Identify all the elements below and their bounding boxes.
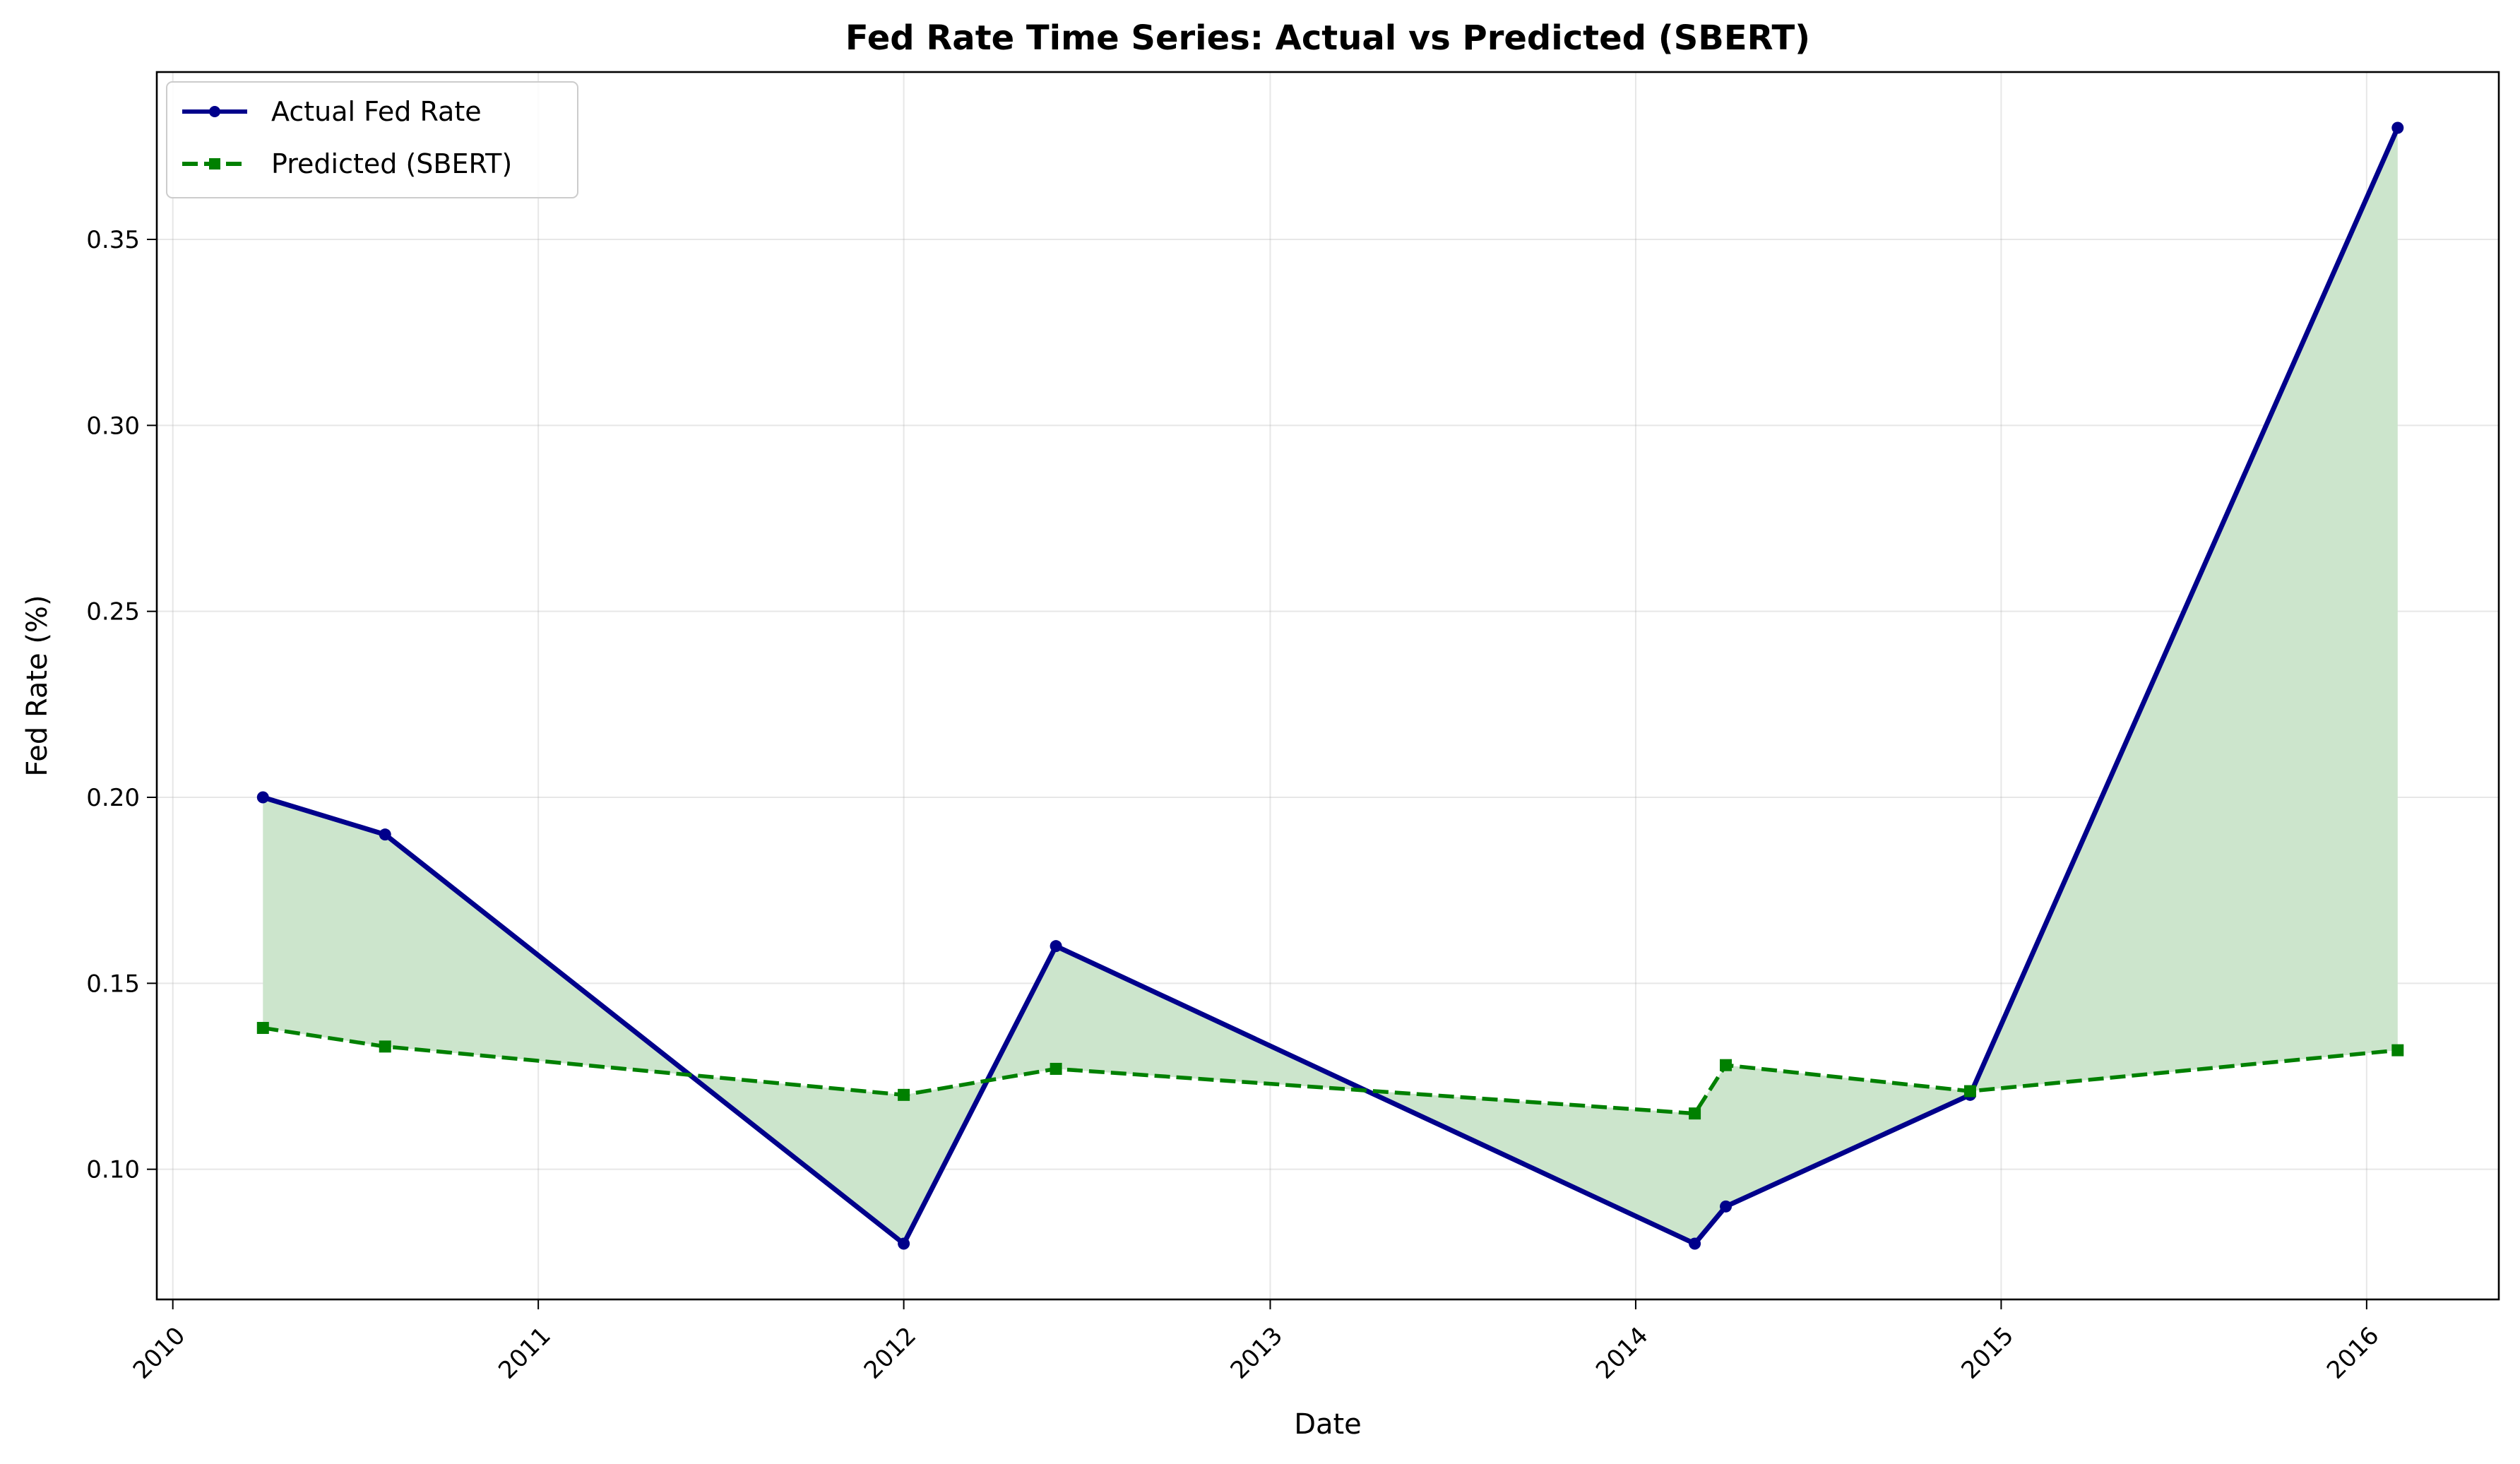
y-axis-label: Fed Rate (%) [21,595,54,776]
y-tick-label: 0.20 [86,784,140,812]
data-point-actual [1689,1237,1701,1250]
data-point-actual [1050,940,1062,953]
data-point-predicted [379,1040,391,1053]
series-line-actual [262,126,2401,1246]
data-point-actual [2391,121,2404,134]
y-tick-label: 0.10 [86,1156,140,1184]
x-axis-label: Date [1294,1408,1362,1441]
chart-title: Fed Rate Time Series: Actual vs Predicte… [845,18,1810,58]
data-point-predicted [1963,1085,1976,1097]
data-point-actual [898,1237,910,1250]
data-point-predicted [256,1022,269,1035]
data-point-actual [256,791,269,804]
legend-marker-predicted [209,158,220,169]
data-point-predicted [898,1088,910,1101]
data-point-predicted [1689,1107,1701,1120]
data-point-predicted [2391,1044,2404,1057]
y-axis: 0.10 0.15 0.20 0.25 0.30 0.35 [86,226,157,1184]
legend-marker-actual [209,106,220,117]
data-point-actual [379,828,391,841]
legend-label-actual: Actual Fed Rate [271,96,482,127]
legend-box [166,81,578,198]
series-line-predicted [262,1025,2399,1116]
data-point-predicted [1050,1062,1062,1075]
plot-frame [155,71,2500,1301]
y-tick-label: 0.30 [86,412,140,440]
data-point-predicted [1720,1059,1732,1071]
series-layer [256,121,2404,1250]
y-tick-label: 0.35 [86,226,140,254]
y-tick-label: 0.25 [86,598,140,626]
y-tick-label: 0.15 [86,970,140,998]
legend: Actual Fed Rate Predicted (SBERT) [166,81,578,198]
legend-label-predicted: Predicted (SBERT) [271,148,512,179]
data-point-actual [1720,1200,1732,1213]
